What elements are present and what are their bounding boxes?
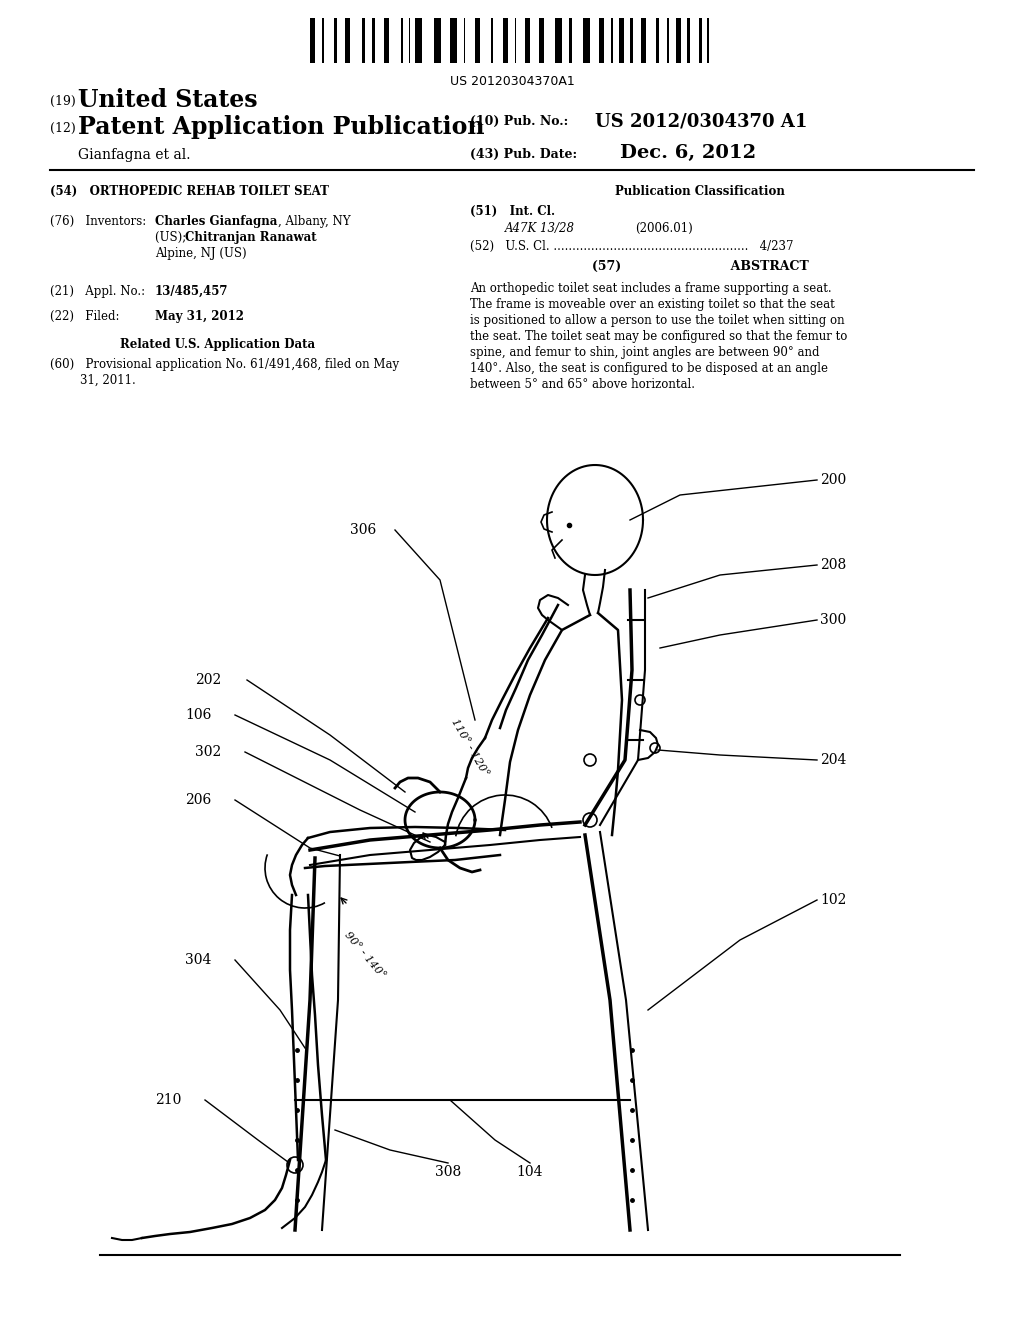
Bar	[310, 18, 315, 63]
Text: May 31, 2012: May 31, 2012	[155, 310, 244, 323]
Text: A47K 13/28: A47K 13/28	[505, 222, 575, 235]
Text: 202: 202	[195, 673, 221, 686]
Text: (2006.01): (2006.01)	[635, 222, 693, 235]
Text: 200: 200	[820, 473, 846, 487]
Bar	[503, 18, 508, 63]
Text: (12): (12)	[50, 121, 76, 135]
Text: US 20120304370A1: US 20120304370A1	[450, 75, 574, 88]
Bar	[464, 18, 465, 63]
Bar	[344, 18, 349, 63]
Text: An orthopedic toilet seat includes a frame supporting a seat.: An orthopedic toilet seat includes a fra…	[470, 282, 831, 294]
Text: 300: 300	[820, 612, 846, 627]
Text: 206: 206	[185, 793, 211, 807]
Bar	[667, 18, 669, 63]
Bar	[656, 18, 659, 63]
Text: , Albany, NY: , Albany, NY	[278, 215, 350, 228]
Bar	[555, 18, 562, 63]
Text: (21)   Appl. No.:: (21) Appl. No.:	[50, 285, 145, 298]
Text: (60)   Provisional application No. 61/491,468, filed on May: (60) Provisional application No. 61/491,…	[50, 358, 399, 371]
Text: between 5° and 65° above horizontal.: between 5° and 65° above horizontal.	[470, 378, 695, 391]
Text: 308: 308	[435, 1166, 461, 1179]
Bar	[630, 18, 633, 63]
Bar	[676, 18, 681, 63]
Bar	[698, 18, 701, 63]
Bar	[401, 18, 402, 63]
Text: 208: 208	[820, 558, 846, 572]
Bar	[384, 18, 389, 63]
Bar	[514, 18, 516, 63]
Bar	[361, 18, 365, 63]
Text: (22)   Filed:: (22) Filed:	[50, 310, 120, 323]
Bar	[372, 18, 375, 63]
Text: Charles Gianfagna: Charles Gianfagna	[155, 215, 278, 228]
Text: United States: United States	[78, 88, 258, 112]
Bar	[611, 18, 612, 63]
Bar	[415, 18, 422, 63]
Text: 31, 2011.: 31, 2011.	[50, 374, 136, 387]
Text: 90° - 140°: 90° - 140°	[343, 929, 387, 981]
Text: Publication Classification: Publication Classification	[615, 185, 785, 198]
Bar	[322, 18, 324, 63]
Text: 210: 210	[155, 1093, 181, 1107]
Bar	[525, 18, 530, 63]
Bar	[334, 18, 337, 63]
Text: 102: 102	[820, 894, 847, 907]
Bar	[686, 18, 689, 63]
Bar	[539, 18, 544, 63]
Text: (51)   Int. Cl.: (51) Int. Cl.	[470, 205, 555, 218]
Bar	[450, 18, 457, 63]
Bar	[641, 18, 646, 63]
Text: (US);: (US);	[155, 231, 190, 244]
Bar	[618, 18, 624, 63]
Bar	[433, 18, 440, 63]
Text: Alpine, NJ (US): Alpine, NJ (US)	[155, 247, 247, 260]
Bar	[707, 18, 709, 63]
Text: 306: 306	[350, 523, 376, 537]
Text: (10) Pub. No.:: (10) Pub. No.:	[470, 115, 568, 128]
Bar	[599, 18, 604, 63]
Text: 110° - 120°: 110° - 120°	[450, 718, 490, 779]
Text: 304: 304	[185, 953, 211, 968]
Text: Chitranjan Ranawat: Chitranjan Ranawat	[185, 231, 316, 244]
Text: the seat. The toilet seat may be configured so that the femur to: the seat. The toilet seat may be configu…	[470, 330, 848, 343]
Text: (76)   Inventors:: (76) Inventors:	[50, 215, 146, 228]
Text: (54)   ORTHOPEDIC REHAB TOILET SEAT: (54) ORTHOPEDIC REHAB TOILET SEAT	[50, 185, 329, 198]
Bar	[475, 18, 480, 63]
Text: US 2012/0304370 A1: US 2012/0304370 A1	[595, 112, 807, 129]
Text: Dec. 6, 2012: Dec. 6, 2012	[620, 144, 756, 162]
Text: spine, and femur to shin, joint angles are between 90° and: spine, and femur to shin, joint angles a…	[470, 346, 819, 359]
Text: 204: 204	[820, 752, 847, 767]
Text: 302: 302	[195, 744, 221, 759]
Text: Related U.S. Application Data: Related U.S. Application Data	[120, 338, 315, 351]
Text: (43) Pub. Date:: (43) Pub. Date:	[470, 148, 578, 161]
Text: (19): (19)	[50, 95, 76, 108]
Text: The frame is moveable over an existing toilet so that the seat: The frame is moveable over an existing t…	[470, 298, 835, 312]
Text: (57)                         ABSTRACT: (57) ABSTRACT	[592, 260, 808, 273]
Text: Gianfagna et al.: Gianfagna et al.	[78, 148, 190, 162]
Bar	[583, 18, 590, 63]
Text: 106: 106	[185, 708, 211, 722]
Bar	[569, 18, 572, 63]
Bar	[490, 18, 493, 63]
Text: 13/485,457: 13/485,457	[155, 285, 228, 298]
Text: 104: 104	[517, 1166, 544, 1179]
Text: is positioned to allow a person to use the toilet when sitting on: is positioned to allow a person to use t…	[470, 314, 845, 327]
Text: 140°. Also, the seat is configured to be disposed at an angle: 140°. Also, the seat is configured to be…	[470, 362, 828, 375]
Text: Patent Application Publication: Patent Application Publication	[78, 115, 484, 139]
Bar	[409, 18, 410, 63]
Text: (52)   U.S. Cl. ....................................................   4/237: (52) U.S. Cl. ..........................…	[470, 240, 794, 253]
